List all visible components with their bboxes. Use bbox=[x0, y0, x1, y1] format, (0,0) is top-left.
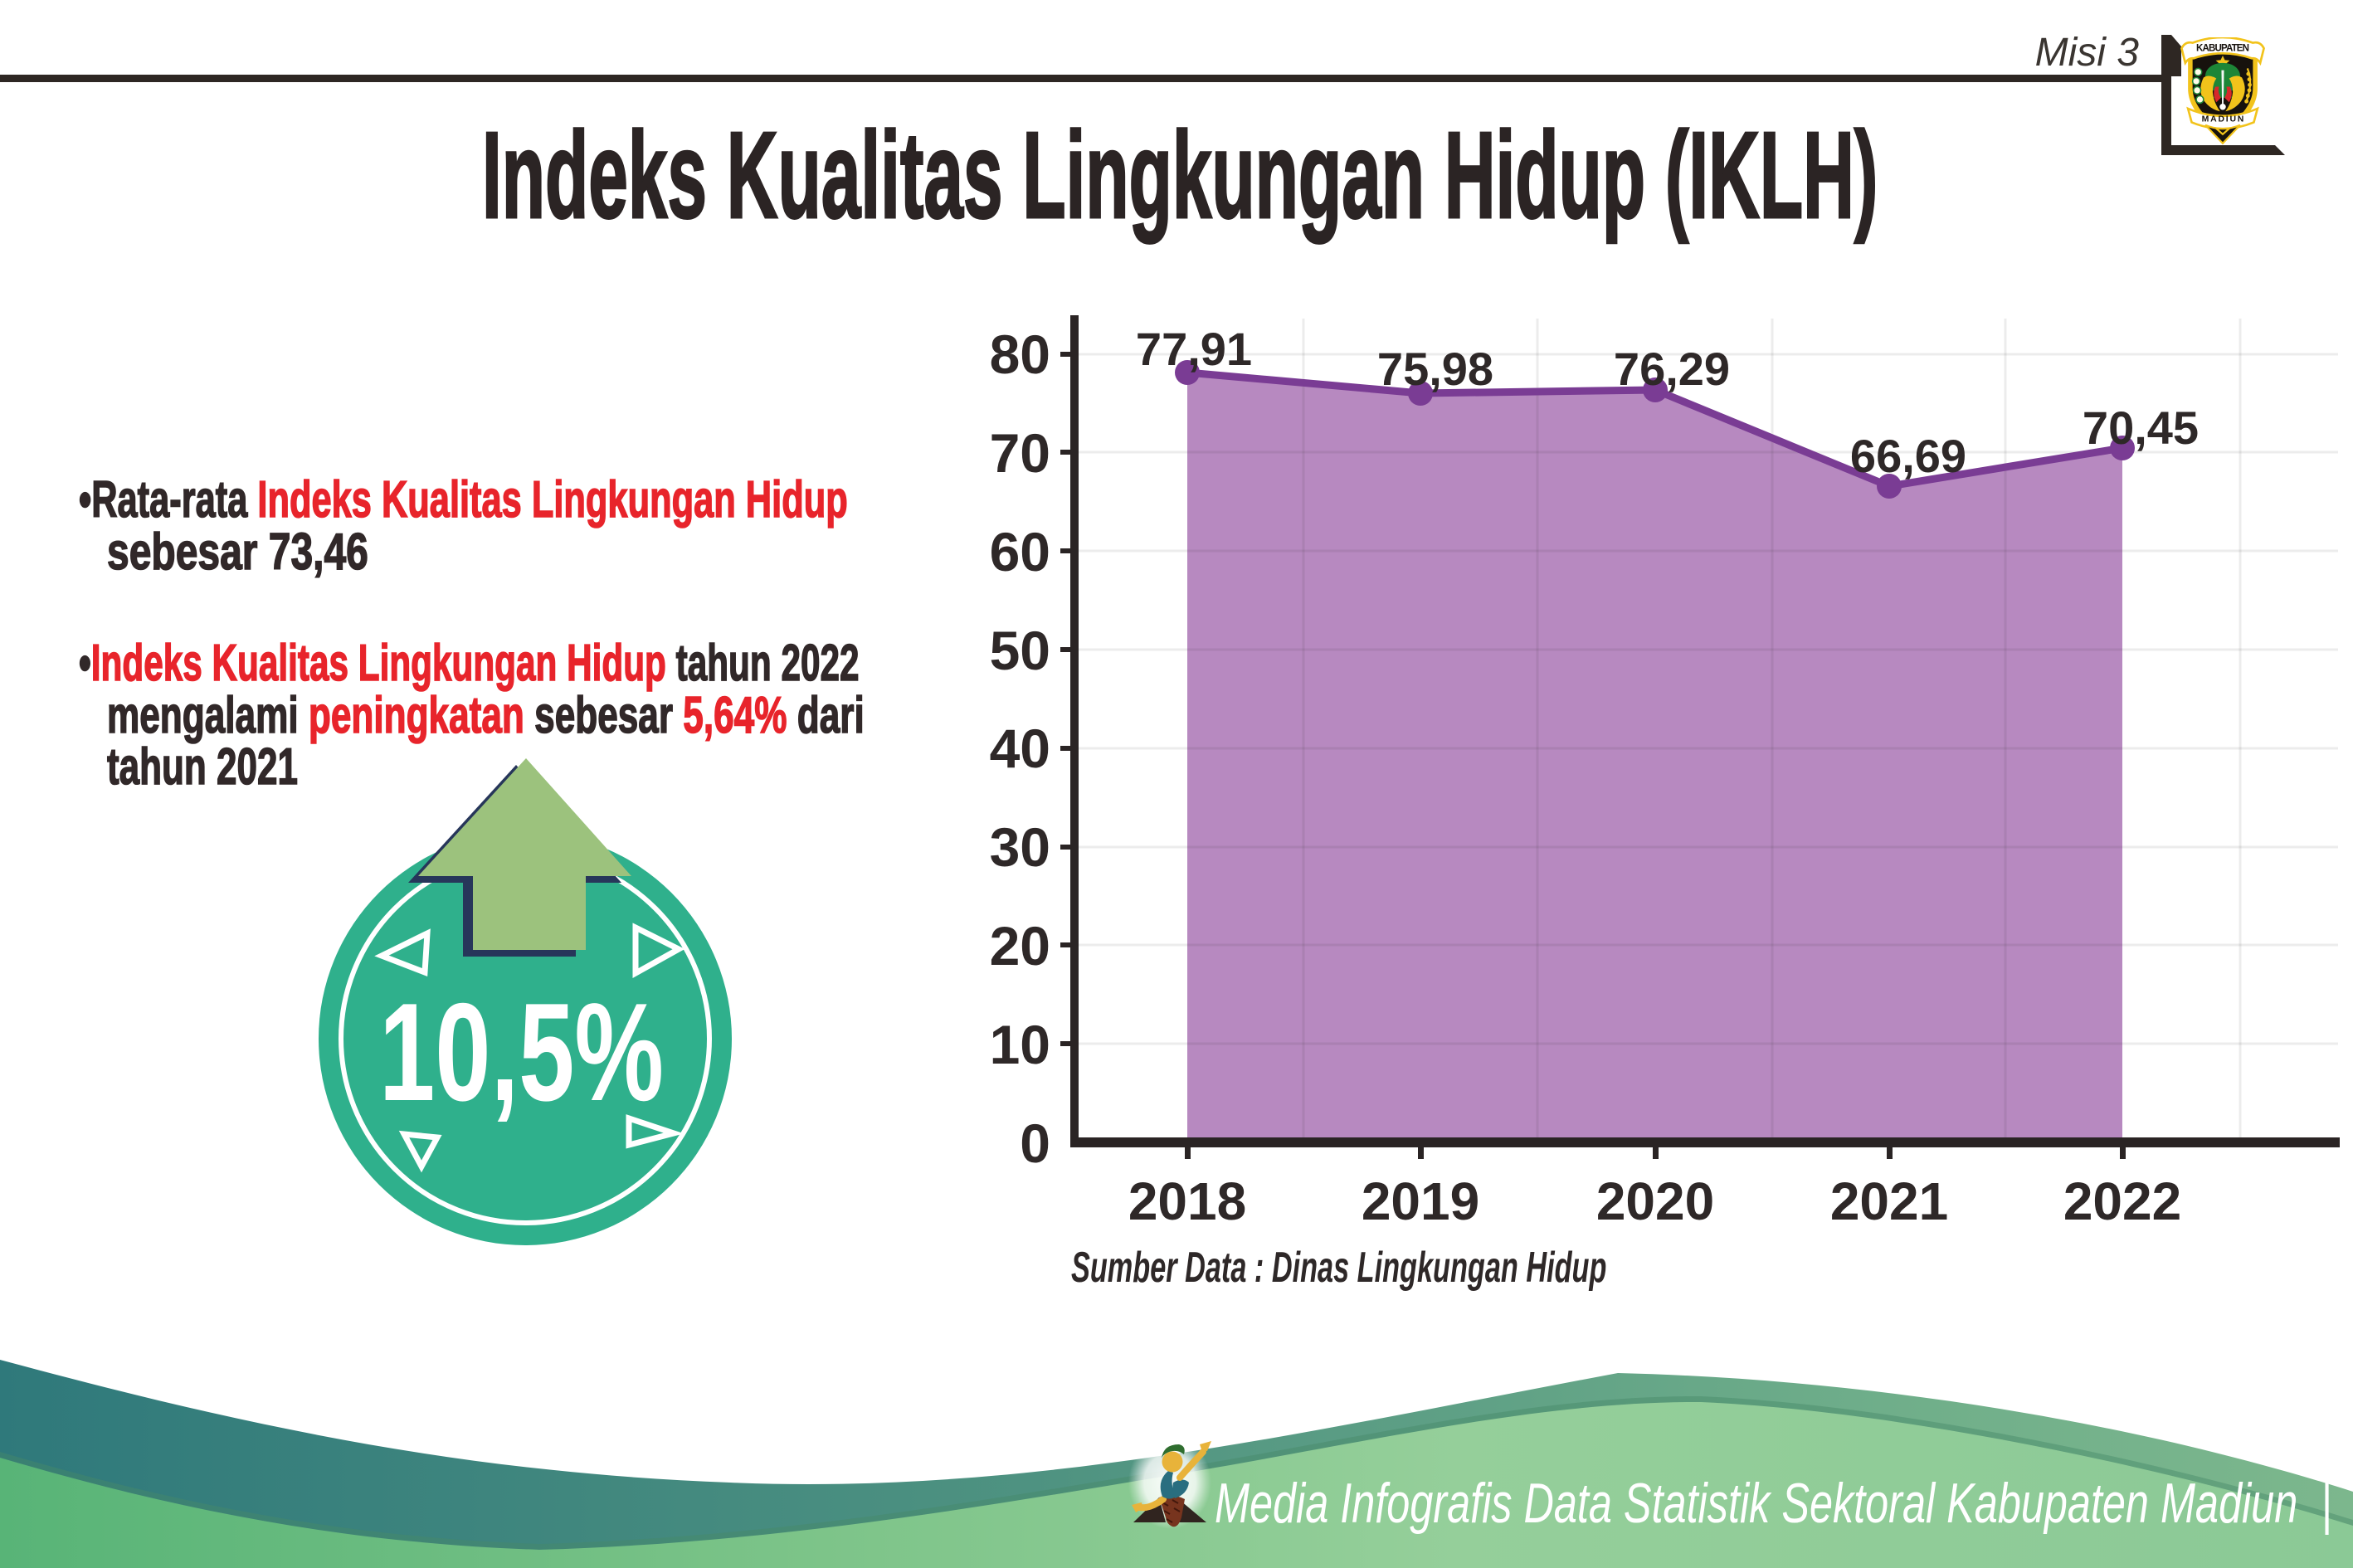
svg-text:60: 60 bbox=[990, 521, 1050, 582]
svg-text:KABUPATEN: KABUPATEN bbox=[2196, 44, 2249, 54]
svg-text:66,69: 66,69 bbox=[1850, 430, 1966, 482]
svg-text:80: 80 bbox=[990, 324, 1050, 385]
svg-text:76,29: 76,29 bbox=[1614, 343, 1730, 395]
svg-text:70,45: 70,45 bbox=[2083, 402, 2199, 454]
svg-text:75,98: 75,98 bbox=[1377, 343, 1493, 395]
svg-text:70: 70 bbox=[990, 422, 1050, 484]
svg-text:MADIUN: MADIUN bbox=[2202, 114, 2244, 124]
svg-text:10: 10 bbox=[990, 1014, 1050, 1075]
svg-text:20: 20 bbox=[990, 915, 1050, 976]
svg-text:30: 30 bbox=[990, 816, 1050, 878]
svg-text:40: 40 bbox=[990, 718, 1050, 779]
svg-text:2020: 2020 bbox=[1596, 1171, 1714, 1231]
svg-text:2022: 2022 bbox=[2063, 1171, 2181, 1231]
svg-text:0: 0 bbox=[1020, 1113, 1050, 1174]
svg-text:77,91: 77,91 bbox=[1136, 323, 1252, 375]
svg-text:50: 50 bbox=[990, 620, 1050, 681]
svg-text:2019: 2019 bbox=[1362, 1171, 1479, 1231]
svg-text:2021: 2021 bbox=[1830, 1171, 1948, 1231]
svg-text:2018: 2018 bbox=[1128, 1171, 1246, 1231]
